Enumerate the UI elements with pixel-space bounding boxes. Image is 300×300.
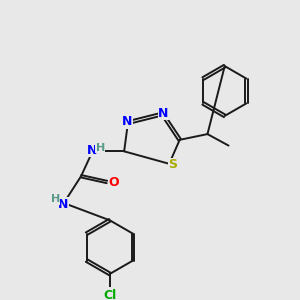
Text: S: S [169, 158, 178, 171]
Text: O: O [108, 176, 119, 189]
Text: H: H [96, 142, 105, 152]
Text: N: N [122, 115, 132, 128]
Text: N: N [58, 197, 68, 211]
Text: Cl: Cl [103, 289, 116, 300]
Text: H: H [51, 194, 60, 204]
Text: N: N [86, 144, 97, 157]
Text: N: N [158, 106, 169, 119]
